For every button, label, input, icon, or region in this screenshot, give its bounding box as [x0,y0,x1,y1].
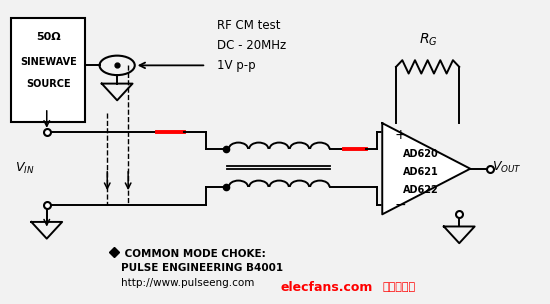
Text: 1V p-p: 1V p-p [217,59,256,72]
Polygon shape [382,123,470,214]
Text: $V_{IN}$: $V_{IN}$ [15,161,35,176]
Text: AD622: AD622 [403,185,438,195]
Text: RF CM test: RF CM test [217,19,280,32]
Text: 50Ω: 50Ω [36,32,60,42]
Text: −: − [394,198,406,212]
Text: DC - 20MHz: DC - 20MHz [217,39,287,52]
Text: $V_{OUT}$: $V_{OUT}$ [492,160,522,175]
Text: +: + [394,128,406,142]
Text: elecfans.com: elecfans.com [280,281,373,294]
Text: AD621: AD621 [403,167,438,177]
Text: AD620: AD620 [403,149,438,158]
Text: COMMON MODE CHOKE:: COMMON MODE CHOKE: [121,249,266,259]
Text: SINEWAVE: SINEWAVE [20,57,76,67]
Text: http://www.pulseeng.com: http://www.pulseeng.com [121,278,254,288]
Text: PULSE ENGINEERING B4001: PULSE ENGINEERING B4001 [121,264,283,273]
Text: 电子发烧友: 电子发烧友 [382,282,415,292]
Text: SOURCE: SOURCE [26,79,70,89]
Text: $R_G$: $R_G$ [419,31,437,48]
Bar [11,18,85,122]
